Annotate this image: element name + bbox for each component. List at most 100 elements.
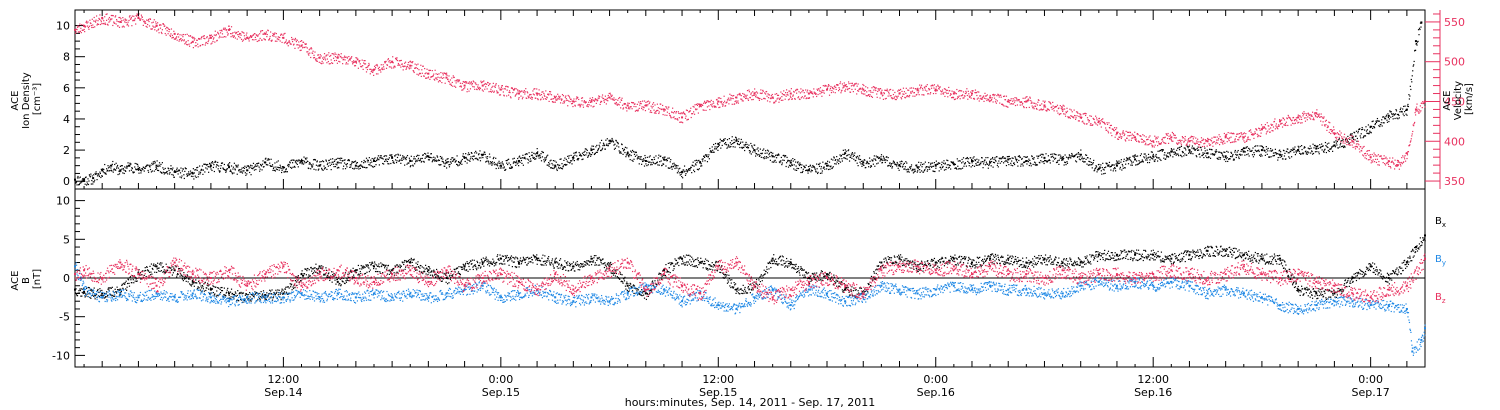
velocity-point xyxy=(643,100,646,102)
density-point xyxy=(790,165,792,167)
density-point xyxy=(880,158,883,161)
density-point xyxy=(178,170,181,172)
velocity-point xyxy=(541,96,544,98)
density-point xyxy=(161,162,163,164)
density-point xyxy=(967,158,969,160)
density-point xyxy=(868,166,870,168)
density-point xyxy=(759,154,761,157)
density-point xyxy=(1076,156,1079,158)
velocity-point xyxy=(502,88,504,90)
density-point xyxy=(474,152,476,154)
velocity-point xyxy=(588,104,590,106)
density-point xyxy=(586,152,588,154)
velocity-point xyxy=(192,47,194,49)
density-point xyxy=(181,170,184,172)
density-point xyxy=(844,152,847,155)
density-point xyxy=(930,166,933,168)
velocity-point xyxy=(239,33,242,35)
velocity-point xyxy=(543,94,545,96)
density-point xyxy=(642,160,644,162)
velocity-point xyxy=(498,87,500,89)
velocity-point xyxy=(380,64,382,66)
density-point xyxy=(970,166,972,168)
velocity-point xyxy=(322,62,324,64)
velocity-point xyxy=(146,26,148,28)
velocity-point xyxy=(524,93,526,95)
velocity-point xyxy=(889,95,891,97)
density-point xyxy=(302,160,304,162)
density-point xyxy=(545,157,547,159)
density-point xyxy=(513,157,515,159)
velocity-point xyxy=(869,90,872,92)
velocity-point xyxy=(538,89,540,91)
velocity-point xyxy=(459,85,461,88)
velocity-point xyxy=(261,30,264,32)
density-point xyxy=(357,165,359,167)
density-point xyxy=(1350,133,1352,135)
velocity-point xyxy=(813,91,815,93)
density-point xyxy=(873,155,875,157)
density-point xyxy=(1293,151,1295,153)
density-point xyxy=(884,159,886,161)
density-point xyxy=(705,154,707,156)
density-point xyxy=(77,184,80,186)
density-point xyxy=(883,158,885,160)
density-point xyxy=(1155,155,1157,157)
velocity-point xyxy=(621,97,623,99)
velocity-point xyxy=(833,86,835,88)
density-point xyxy=(926,166,928,168)
velocity-point xyxy=(661,108,663,110)
density-point xyxy=(325,159,327,161)
density-point xyxy=(400,162,402,164)
density-point xyxy=(951,161,953,164)
velocity-point xyxy=(437,76,439,78)
velocity-point xyxy=(493,91,495,93)
density-point xyxy=(1237,154,1239,156)
velocity-point xyxy=(601,94,604,96)
density-point xyxy=(1311,150,1313,153)
density-point xyxy=(1235,153,1237,156)
velocity-point xyxy=(389,62,391,64)
density-point xyxy=(1313,147,1315,149)
velocity-point xyxy=(1004,99,1007,101)
velocity-point xyxy=(78,26,80,28)
velocity-point xyxy=(349,58,351,60)
velocity-point xyxy=(820,90,822,93)
density-point xyxy=(200,168,203,170)
velocity-point xyxy=(768,94,771,96)
velocity-point xyxy=(176,39,178,41)
density-point xyxy=(447,161,450,163)
density-point xyxy=(286,171,288,173)
density-point xyxy=(1026,163,1028,165)
density-point xyxy=(279,164,281,166)
density-point xyxy=(371,161,373,163)
density-point xyxy=(806,170,809,172)
density-point xyxy=(377,158,379,160)
density-point xyxy=(1401,111,1403,113)
density-point xyxy=(136,169,138,171)
density-point xyxy=(800,166,802,169)
density-point xyxy=(532,157,534,159)
density-point xyxy=(1086,163,1088,165)
density-point xyxy=(1197,149,1199,151)
velocity-point xyxy=(794,98,796,100)
velocity-point xyxy=(403,65,405,67)
velocity-point xyxy=(521,90,523,92)
density-point xyxy=(1071,154,1073,156)
density-point xyxy=(1346,141,1348,143)
velocity-point xyxy=(938,87,940,89)
density-point xyxy=(385,155,388,157)
density-point xyxy=(673,164,676,166)
density-point xyxy=(1201,154,1204,156)
velocity-point xyxy=(654,104,656,106)
density-point xyxy=(462,155,464,157)
density-point xyxy=(1202,152,1204,154)
density-point xyxy=(430,153,432,155)
density-point xyxy=(1412,65,1414,67)
velocity-point xyxy=(332,53,334,55)
density-point xyxy=(1034,162,1037,164)
density-point xyxy=(576,159,578,161)
velocity-point xyxy=(922,89,924,91)
velocity-point xyxy=(936,89,938,91)
density-point xyxy=(840,154,843,157)
